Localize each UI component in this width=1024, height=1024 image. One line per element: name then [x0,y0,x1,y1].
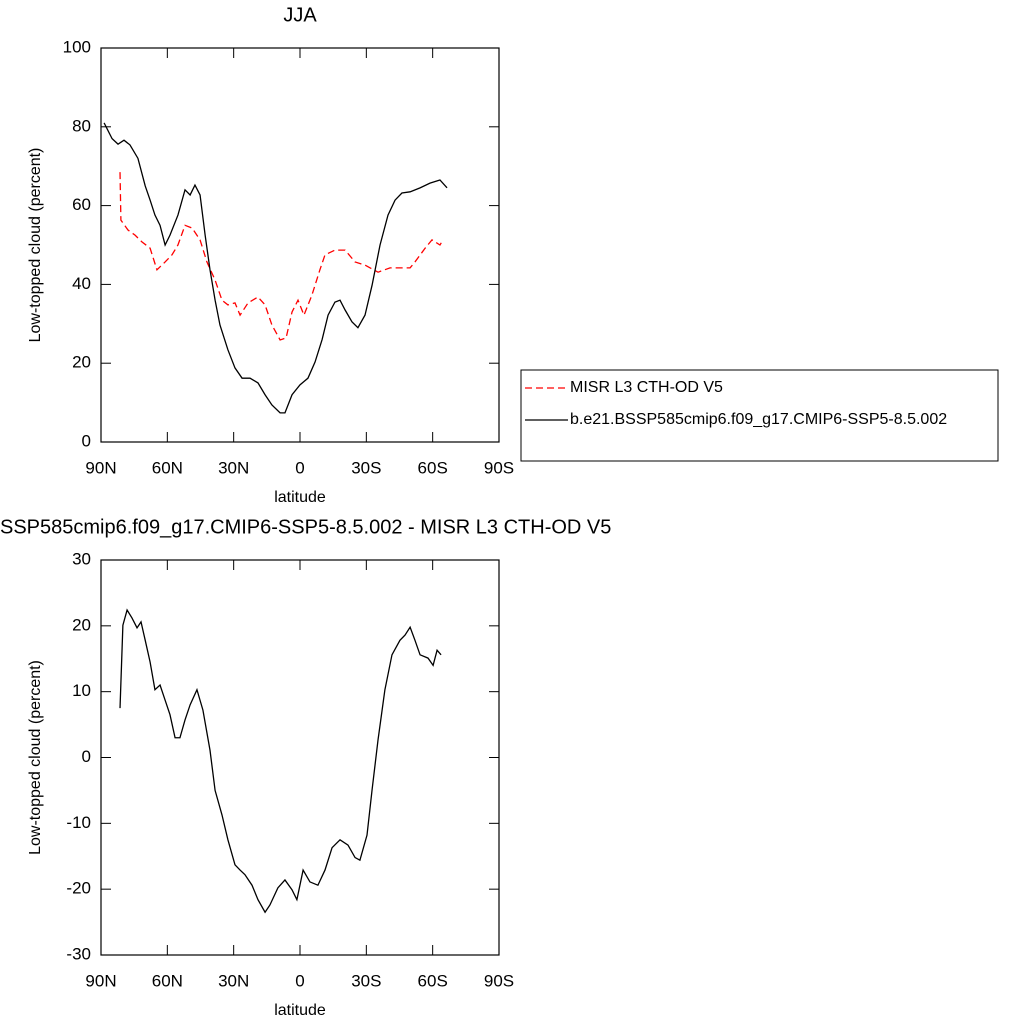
x-tick-label: 90S [484,458,514,477]
chart-title: JJA [283,4,317,26]
x-tick-label: 60N [152,458,183,477]
y-tick-label: 60 [72,195,91,214]
x-tick-label: 60S [418,971,448,990]
plot-frame [100,559,500,956]
chart-title: SSP585cmip6.f09_g17.CMIP6-SSP5-8.5.002 -… [0,516,611,538]
x-tick-label: 60N [152,971,183,990]
x-tick-label: 90S [484,971,514,990]
x-tick-label: 0 [295,458,304,477]
y-tick-label: -30 [66,944,91,963]
data-line [119,608,442,914]
data-line [119,172,444,341]
y-axis-label: Low-topped cloud (percent) [27,148,44,343]
x-tick-label: 60S [418,458,448,477]
legend-box [520,369,999,462]
x-axis-label: latitude [274,1002,326,1019]
x-axis-label: latitude [274,489,326,506]
y-tick-label: 100 [63,37,91,56]
y-tick-label: 80 [72,116,91,135]
x-tick-label: 30S [351,458,381,477]
y-tick-label: 40 [72,274,91,293]
y-tick-label: -10 [66,813,91,832]
x-tick-label: 30N [218,458,249,477]
data-line [103,122,448,414]
y-tick-label: 20 [72,615,91,634]
y-tick-label: 0 [82,747,91,766]
x-tick-label: 30N [218,971,249,990]
x-tick-label: 30S [351,971,381,990]
y-tick-label: 0 [82,431,91,450]
x-tick-label: 90N [85,971,116,990]
y-tick-label: 10 [72,681,91,700]
legend-label: b.e21.BSSP585cmip6.f09_g17.CMIP6-SSP5-8.… [570,411,947,428]
x-tick-label: 90N [85,458,116,477]
y-tick-label: 20 [72,353,91,372]
y-axis-label: Low-topped cloud (percent) [27,660,44,855]
y-tick-label: 30 [72,549,91,568]
y-tick-label: -20 [66,879,91,898]
x-tick-label: 0 [295,971,304,990]
legend-label: MISR L3 CTH-OD V5 [570,379,723,396]
